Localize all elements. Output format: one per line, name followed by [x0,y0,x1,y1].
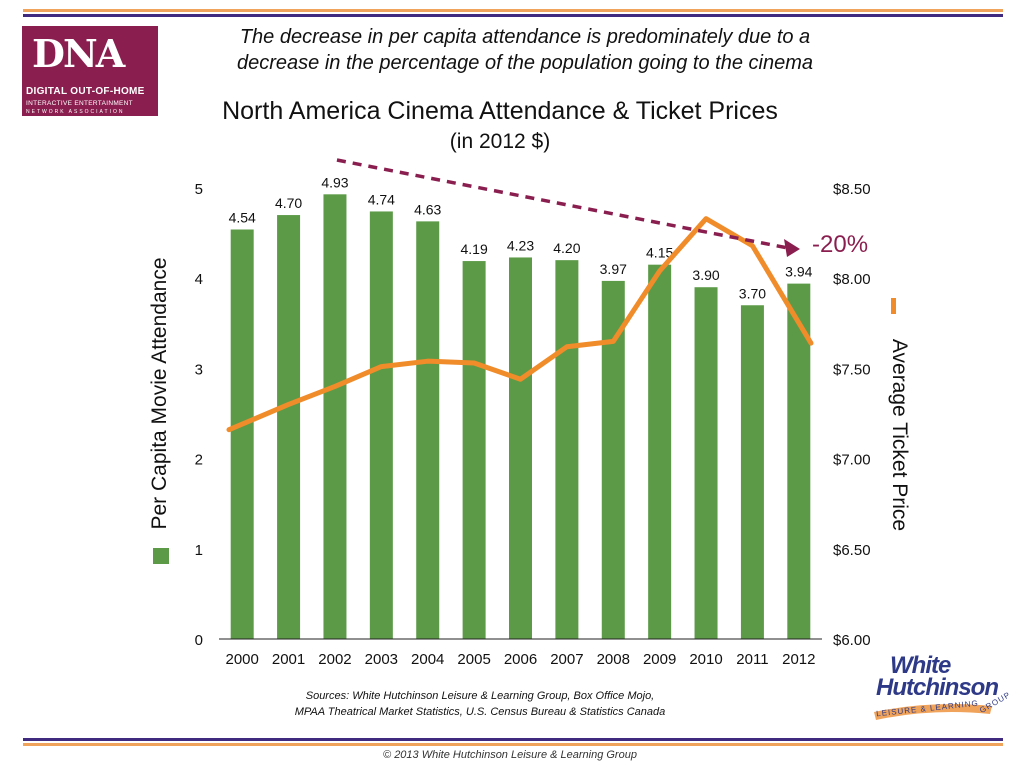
sources-note: Sources: White Hutchinson Leisure & Lear… [230,688,730,720]
y2-tick-1: $6.50 [833,542,871,559]
axis-layer: 2000 2001 2002 2003 2004 2005 2006 2007 2008 2009… [148,181,911,668]
slide-subtitle-line1: The decrease in per capita attendance is… [239,26,811,48]
x-tick-2005: 2005 [457,651,490,668]
line-layer [226,216,814,433]
copyright: © 2013 White Hutchinson Leisure & Learni… [383,749,637,761]
y-tick-2: 2 [195,452,203,469]
bar-label-2001: 4.70 [275,195,302,211]
x-tick-2001: 2001 [272,651,305,668]
sources-line2: MPAA Theatrical Market Statistics, U.S. … [294,706,666,718]
bar-label-2004: 4.63 [414,201,441,217]
y2-tick-5: $8.50 [833,181,871,198]
top-rule-orange [23,9,1003,12]
slide-subtitle-line2: decrease in the percentage of the popula… [237,52,813,74]
trend-arrow-line [336,158,789,250]
x-tick-2010: 2010 [689,651,722,668]
y-tick-0: 0 [195,632,203,649]
bars-layer: 4.54 4.70 4.93 4.74 4.63 4.19 4.23 4.20 3.97 4.15… [229,174,813,639]
white-hutchinson-logo: White Hutchinson LEISURE & LEARNING GROU… [868,652,1012,732]
y-axis-title: Per Capita Movie Attendance [148,258,171,530]
bar-label-2012: 3.94 [785,264,812,280]
y-tick-1: 1 [195,542,203,559]
y-tick-5: 5 [195,181,203,198]
bar-2007 [555,260,579,639]
bar-2008 [601,280,625,639]
wh-logo-line2: Hutchinson [876,674,999,701]
bar-2010 [694,287,718,639]
bar-label-2003: 4.74 [368,191,395,207]
bottom-rule-purple [23,738,1003,741]
chart-subtitle: (in 2012 $) [449,130,551,153]
bar-2000 [230,229,254,639]
top-rule-purple [23,14,1003,17]
y-tick-4: 4 [195,271,203,288]
wh-logo-swoosh [874,704,992,720]
logo-line1: DIGITAL OUT-OF-HOME [26,86,145,97]
y2-axis-title: Average Ticket Price [888,339,911,531]
bar-2012 [787,283,811,639]
wh-logo-line1: White [890,652,951,679]
dna-logo: DNA DIGITAL OUT-OF-HOME INTERACTIVE ENTE… [22,26,158,116]
y-tick-3: 3 [195,361,203,378]
x-tick-2012: 2012 [782,651,815,668]
bar-2001 [277,215,301,639]
bar-2003 [369,211,393,639]
x-tick-2000: 2000 [226,651,259,668]
bar-label-2008: 3.97 [600,261,627,277]
trend-arrow-head [784,239,800,257]
y2-tick-3: $7.50 [833,361,871,378]
legend-swatch-ticket-price [891,298,896,314]
bar-label-2006: 4.23 [507,237,534,253]
legend-swatch-attendance [153,548,169,564]
chart-title: North America Cinema Attendance & Ticket… [222,97,778,125]
x-tick-2006: 2006 [504,651,537,668]
bar-label-2002: 4.93 [321,174,348,190]
logo-line2: INTERACTIVE ENTERTAINMENT [26,100,133,107]
x-tick-2004: 2004 [411,651,444,668]
bar-label-2009: 4.15 [646,245,673,261]
x-tick-2003: 2003 [365,651,398,668]
y2-tick-0: $6.00 [833,632,871,649]
x-tick-2007: 2007 [550,651,583,668]
bottom-rule-orange [23,743,1003,746]
bar-2011 [740,305,764,639]
x-tick-2008: 2008 [597,651,630,668]
y2-tick-4: $8.00 [833,271,871,288]
bar-2004 [416,221,440,639]
logo-line3: NETWORK ASSOCIATION [26,109,125,115]
annotation-layer: -20% [336,158,868,258]
bar-2005 [462,261,486,639]
bar-label-2011: 3.70 [739,285,766,301]
ticket-price-line [226,216,814,433]
logo-mark: DNA [32,31,125,76]
bar-2002 [323,194,347,639]
slide-subtitle: The decrease in per capita attendance is… [180,24,870,76]
bar-2006 [509,257,532,639]
trend-annotation: -20% [812,231,868,258]
x-tick-2002: 2002 [318,651,351,668]
bar-label-2007: 4.20 [553,240,580,256]
bar-label-2010: 3.90 [692,267,719,283]
x-tick-2009: 2009 [643,651,676,668]
sources-line1: Sources: White Hutchinson Leisure & Lear… [305,690,655,702]
y2-tick-2: $7.00 [833,452,871,469]
bar-label-2005: 4.19 [460,241,487,257]
bar-2009 [648,264,672,639]
bar-label-2000: 4.54 [229,209,256,225]
x-tick-2011: 2011 [736,651,768,668]
